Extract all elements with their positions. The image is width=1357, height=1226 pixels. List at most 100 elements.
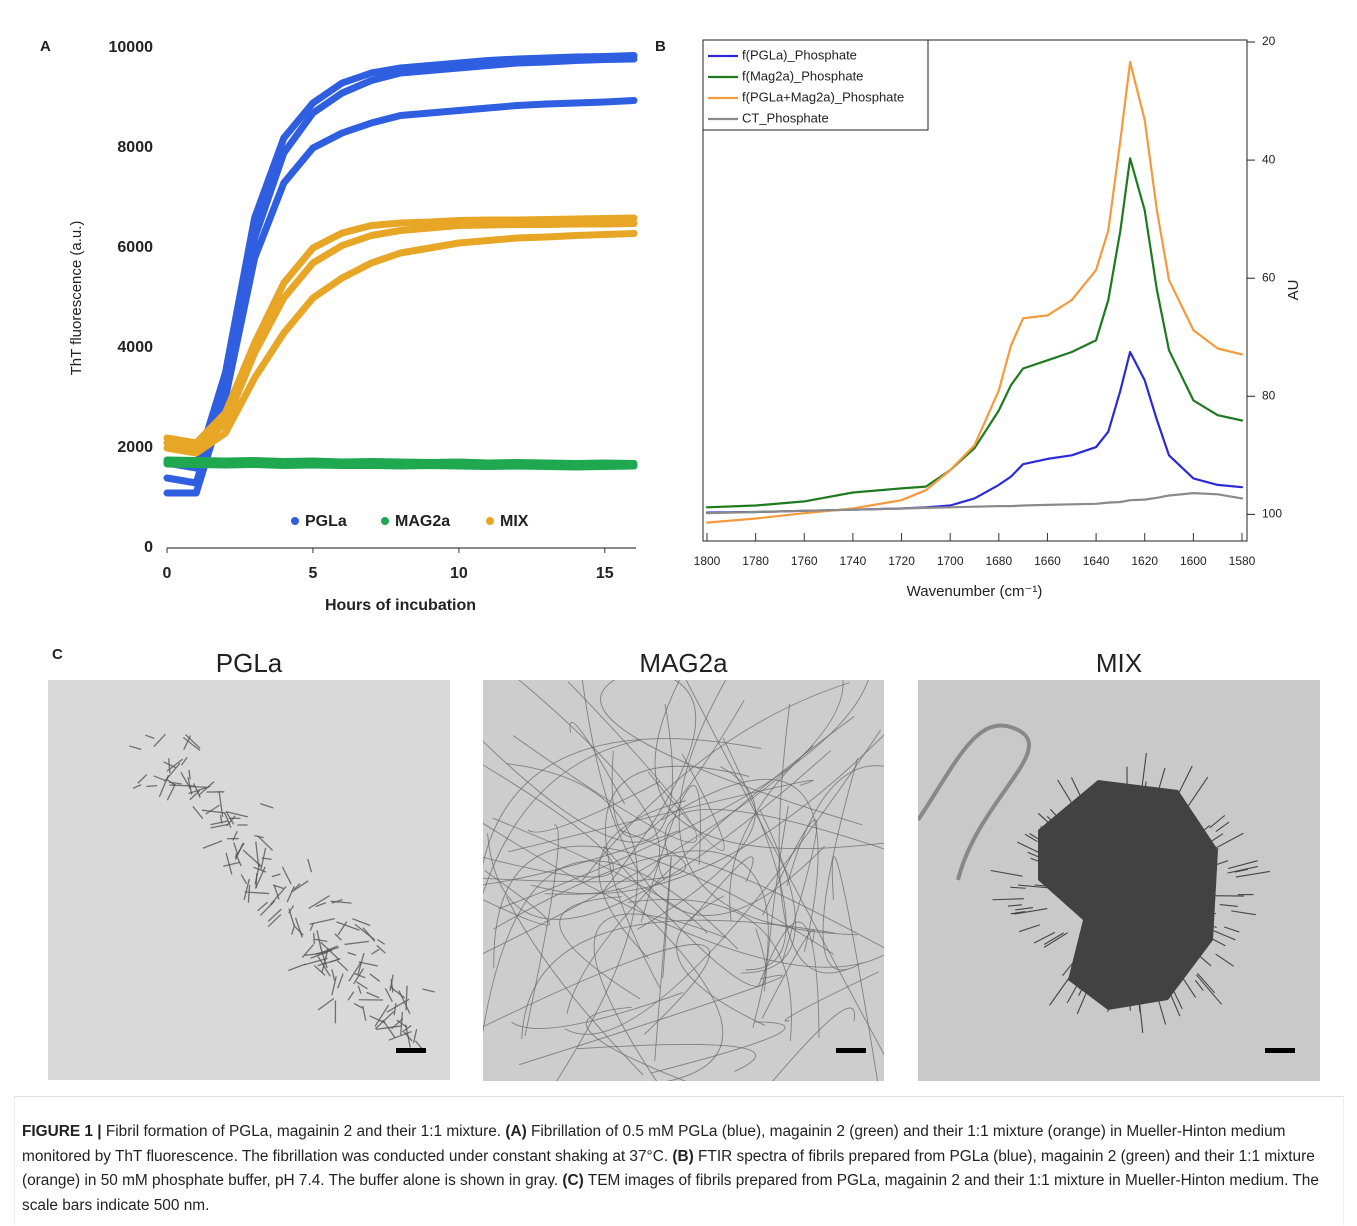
fibril [1106,783,1112,802]
data-line [705,61,1244,524]
fibril [267,908,282,923]
fibril [362,1005,367,1021]
caption-text: FTIR spectra of fibrils prepared from PG… [22,1147,1320,1190]
fibril [1194,919,1217,929]
x-tick-label: 1780 [742,554,769,568]
fibril [317,997,335,1011]
fibril [168,758,171,774]
fibril [1152,797,1159,814]
fibril [253,866,267,873]
fibril [260,847,267,870]
fibril [650,1021,786,1074]
fibril [384,987,393,1002]
fibril [1172,810,1184,827]
fibril [353,1002,364,1009]
x-tick-label: 1660 [1034,554,1061,568]
fibril [330,900,352,904]
fibril [772,1007,856,1081]
fibril [661,779,819,952]
x-tick-label: 1740 [840,554,867,568]
x-axis-label: Hours of incubation [325,597,476,614]
fibril [505,896,644,1076]
fibril [1155,992,1167,1025]
fibril [483,738,762,867]
fibril [315,902,327,908]
fibril [822,758,863,971]
image-title: MIX [1096,648,1142,678]
fibril [1231,910,1256,916]
fibril [354,972,366,979]
fibril [518,974,784,1066]
legend-label: CT_Phosphate [742,110,829,125]
fibril [334,933,342,941]
fibril [354,923,376,941]
fibril [202,840,223,849]
fibril [1197,860,1229,872]
fibril [1013,907,1048,915]
fibril [347,951,357,956]
fibril [146,784,158,788]
fibril [308,895,330,910]
image-title: PGLa [216,648,283,678]
fibril [288,963,306,972]
fibril [319,946,328,969]
fibril [233,842,239,855]
fibril [524,824,559,1036]
y-axis-label: AU [1285,280,1302,301]
fibril [685,680,884,1056]
caption: FIGURE 1 | Fibril formation of PGLa, mag… [22,1120,1334,1218]
fibril [313,964,326,976]
fibril [376,938,385,945]
x-axis-label: Wavenumber (cm⁻¹) [907,583,1043,600]
fibril [1114,974,1120,1004]
fibril [374,1004,390,1027]
fibril [729,745,814,922]
fibril [240,874,248,885]
fibril [243,878,250,901]
fibril [990,869,1023,877]
fibril [483,822,884,968]
fibril [169,784,195,787]
fibril [321,945,339,954]
fibril [132,784,142,789]
fibril [1027,851,1042,859]
fibril [493,850,769,1028]
fibril [223,861,241,867]
caption-text: (C) [562,1172,584,1189]
fibril [153,733,166,747]
fibril [598,800,686,959]
fibril [422,988,435,993]
fibril [1029,833,1039,840]
fibril [309,922,315,931]
fibril [371,948,380,955]
fibril [1043,932,1068,948]
fibril [218,791,224,817]
fibril [244,891,270,895]
fibril [493,845,834,968]
legend-label: f(PGLa+Mag2a)_Phosphate [742,89,904,104]
fibril [1189,935,1200,943]
fibril [483,830,680,886]
fibril [640,785,701,923]
fibril [1141,752,1147,789]
data-line [163,220,638,452]
fibril [374,1010,395,1030]
fibril [1185,944,1212,967]
fibril [1034,884,1047,887]
x-tick-label: 1720 [888,554,915,568]
y-tick-label: 40 [1262,152,1276,166]
fibril [188,785,211,795]
x-tick-label: 15 [596,565,614,582]
fibril [487,750,831,920]
fibril [564,729,881,1035]
fibril [188,785,207,788]
fibril [286,886,295,903]
fibril [483,860,739,1035]
fibril [182,736,201,751]
fibril [1040,825,1071,851]
fibril [210,820,229,826]
caption-text: FIGURE 1 | [22,1123,102,1140]
data-line [163,460,638,471]
panel-label: A [40,38,51,55]
